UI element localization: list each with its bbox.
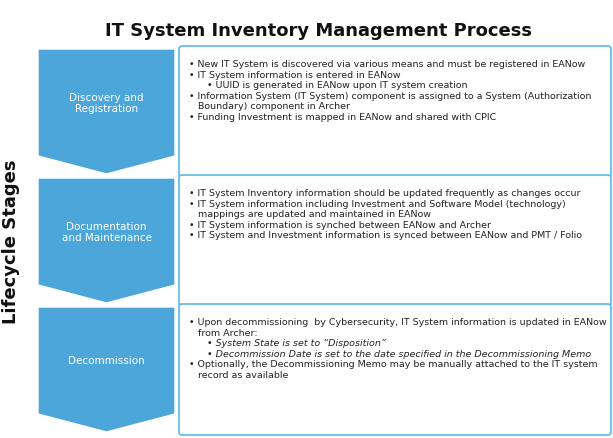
Polygon shape	[38, 50, 175, 175]
Text: • IT System information is synched between EANow and Archer: • IT System information is synched betwe…	[189, 220, 491, 229]
Text: • UUID is generated in EANow upon IT system creation: • UUID is generated in EANow upon IT sys…	[189, 81, 468, 90]
Text: • Decommission Date is set to the date specified in the Decommissioning Memo: • Decommission Date is set to the date s…	[189, 349, 592, 358]
Text: • New IT System is discovered via various means and must be registered in EANow: • New IT System is discovered via variou…	[189, 60, 585, 69]
Text: Decommission: Decommission	[68, 356, 145, 366]
Text: Lifecycle Stages: Lifecycle Stages	[2, 159, 20, 323]
Text: • IT System information is entered in EANow: • IT System information is entered in EA…	[189, 71, 401, 79]
Text: IT System Inventory Management Process: IT System Inventory Management Process	[105, 22, 532, 40]
Text: • IT System Inventory information should be updated frequently as changes occur: • IT System Inventory information should…	[189, 189, 581, 198]
Polygon shape	[38, 179, 175, 303]
Text: • Information System (IT System) component is assigned to a System (Authorizatio: • Information System (IT System) compone…	[189, 92, 592, 100]
FancyBboxPatch shape	[179, 47, 611, 177]
FancyBboxPatch shape	[179, 304, 611, 435]
Text: Boundary) component in Archer: Boundary) component in Archer	[189, 102, 350, 111]
Text: Discovery and
Registration: Discovery and Registration	[69, 92, 144, 114]
Text: from Archer:: from Archer:	[189, 328, 257, 337]
Text: record as available: record as available	[189, 370, 288, 379]
Text: • System State is set to “Disposition”: • System State is set to “Disposition”	[189, 338, 386, 347]
Text: mappings are updated and maintained in EANow: mappings are updated and maintained in E…	[189, 210, 431, 219]
Text: • Upon decommissioning  by Cybersecurity, IT System information is updated in EA: • Upon decommissioning by Cybersecurity,…	[189, 317, 607, 326]
Text: Documentation
and Maintenance: Documentation and Maintenance	[61, 221, 151, 243]
Polygon shape	[38, 307, 175, 432]
Text: • IT System information including Investment and Software Model (technology): • IT System information including Invest…	[189, 199, 566, 208]
Text: • IT System and Investment information is synced between EANow and PMT / Folio: • IT System and Investment information i…	[189, 231, 582, 240]
FancyBboxPatch shape	[179, 176, 611, 306]
Text: • Funding Investment is mapped in EANow and shared with CPIC: • Funding Investment is mapped in EANow …	[189, 113, 497, 121]
Text: • Optionally, the Decommissioning Memo may be manually attached to the IT system: • Optionally, the Decommissioning Memo m…	[189, 359, 598, 368]
